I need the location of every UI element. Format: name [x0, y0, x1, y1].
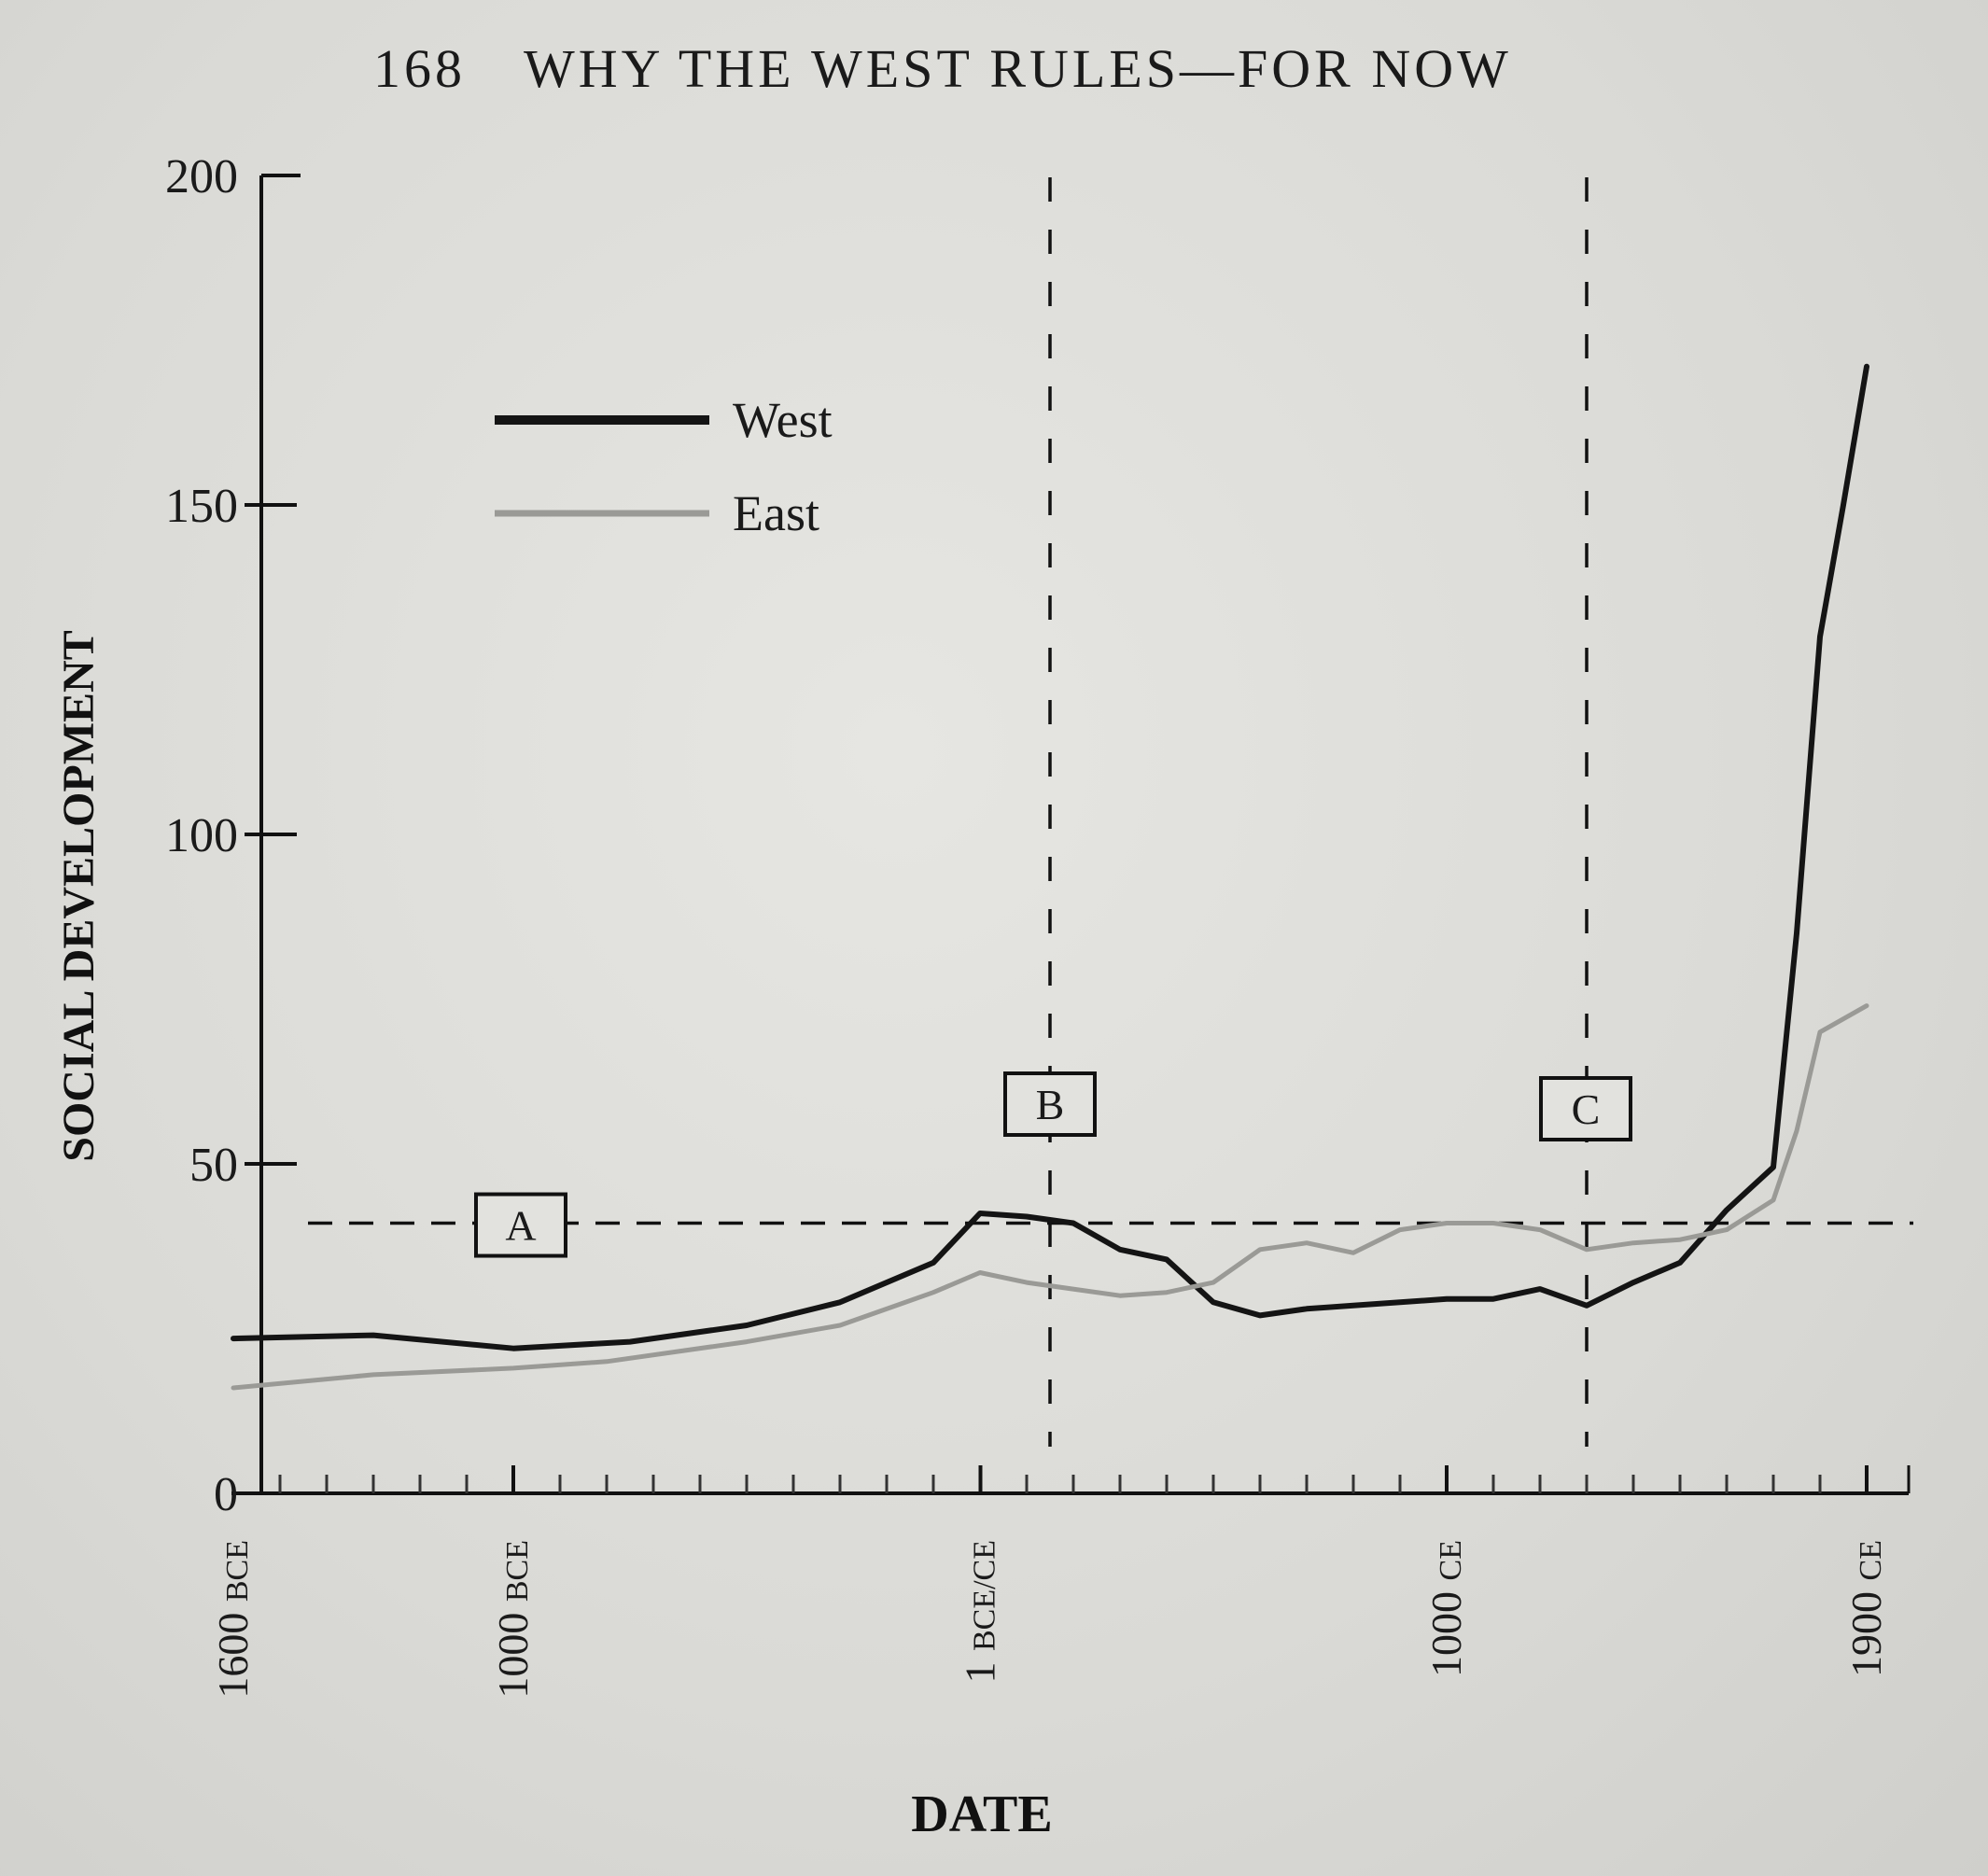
y-tick-label: 200 [165, 150, 238, 203]
reference-box-b [1003, 1071, 1097, 1137]
legend-label: West [733, 392, 833, 448]
x-tick-label: 1900 CE [1842, 1540, 1890, 1677]
series-line-east [231, 1003, 1869, 1391]
reference-box-label: C [1572, 1085, 1601, 1133]
y-axis-title: SOCIAL DEVELOPMENT [54, 630, 104, 1161]
x-tick-label: 1600 BCE [209, 1540, 257, 1699]
running-title: WHY THE WEST RULES—FOR NOW [524, 38, 1512, 99]
x-axis-title: DATE [911, 1785, 1052, 1843]
y-tick-label: 150 [165, 480, 238, 533]
y-tick-label: 100 [165, 809, 238, 862]
running-head: 168 WHY THE WEST RULES—FOR NOW [373, 37, 1680, 103]
reference-box-label: A [505, 1202, 536, 1250]
legend-label: East [733, 485, 819, 541]
reference-box-c [1539, 1076, 1632, 1141]
x-tick-label: 1000 BCE [489, 1540, 537, 1699]
y-tick-label: 50 [189, 1139, 238, 1192]
x-tick-label: 1 BCE/CE [957, 1540, 1004, 1684]
reference-box-label: B [1036, 1081, 1065, 1128]
series-line-west [231, 363, 1869, 1351]
x-tick-label: 1000 CE [1422, 1540, 1470, 1677]
y-tick-label: 0 [214, 1468, 238, 1521]
page-number: 168 [373, 38, 466, 99]
reference-box-a [474, 1192, 567, 1258]
